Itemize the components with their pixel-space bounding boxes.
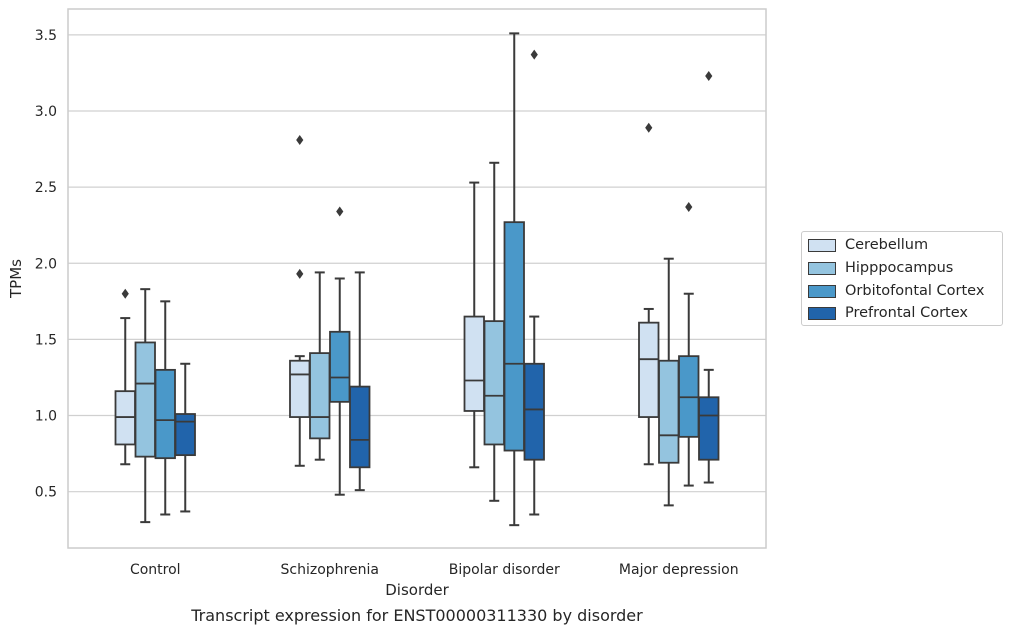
y-tick-label: 2.0 <box>35 256 57 272</box>
chart-title: Transcript expression for ENST0000031133… <box>191 606 643 625</box>
legend-item-hippocampus: Hipppocampus <box>808 258 953 278</box>
legend-label: Orbitofontal Cortex <box>845 283 985 299</box>
outlier-point <box>685 201 693 212</box>
x-axis-label: Disorder <box>385 581 449 599</box>
outlier-point <box>121 288 129 299</box>
legend-label: Cerebellum <box>845 237 929 253</box>
box <box>698 396 720 461</box>
plot-frame <box>67 8 767 549</box>
box <box>523 362 545 461</box>
box <box>309 352 331 440</box>
box <box>134 341 156 458</box>
legend-item-orbitofrontal-cortex: Orbitofontal Cortex <box>808 281 984 301</box>
x-tick-label: Major depression <box>619 562 739 578</box>
legend-swatch <box>808 284 836 298</box>
y-axis-label: TPMs <box>7 259 25 299</box>
y-tick-label: 1.0 <box>35 409 57 425</box>
box <box>483 320 505 446</box>
box <box>463 315 485 412</box>
outlier-point <box>705 70 713 81</box>
x-tick-label: Control <box>130 562 181 578</box>
outlier-point <box>530 49 538 60</box>
outlier-point <box>645 122 653 133</box>
legend-swatch <box>808 306 836 320</box>
y-tick-label: 2.5 <box>35 180 57 196</box>
legend-item-cerebellum: Cerebellum <box>808 235 928 255</box>
box <box>174 413 196 457</box>
legend-item-prefrontal-cortex: Prefrontal Cortex <box>808 303 968 323</box>
legend-swatch <box>808 261 836 275</box>
legend-label: Prefrontal Cortex <box>845 305 968 321</box>
x-tick-label: Bipolar disorder <box>449 562 560 578</box>
outlier-point <box>296 268 304 279</box>
legend-swatch <box>808 238 836 252</box>
box <box>154 368 176 460</box>
outlier-point <box>296 134 304 145</box>
box <box>658 359 680 464</box>
legend-label: Hipppocampus <box>845 260 954 276</box>
y-tick-label: 1.5 <box>35 332 57 348</box>
outlier-point <box>336 206 344 217</box>
box <box>349 385 371 469</box>
x-tick-label: Schizophrenia <box>281 562 379 578</box>
y-tick-label: 3.5 <box>35 28 57 44</box>
box <box>503 221 525 452</box>
box <box>289 359 311 418</box>
box <box>638 321 660 418</box>
y-tick-label: 3.0 <box>35 104 57 120</box>
legend: Cerebellum Hipppocampus Orbitofontal Cor… <box>801 231 1003 326</box>
box <box>329 330 351 403</box>
y-tick-label: 0.5 <box>35 485 57 501</box>
